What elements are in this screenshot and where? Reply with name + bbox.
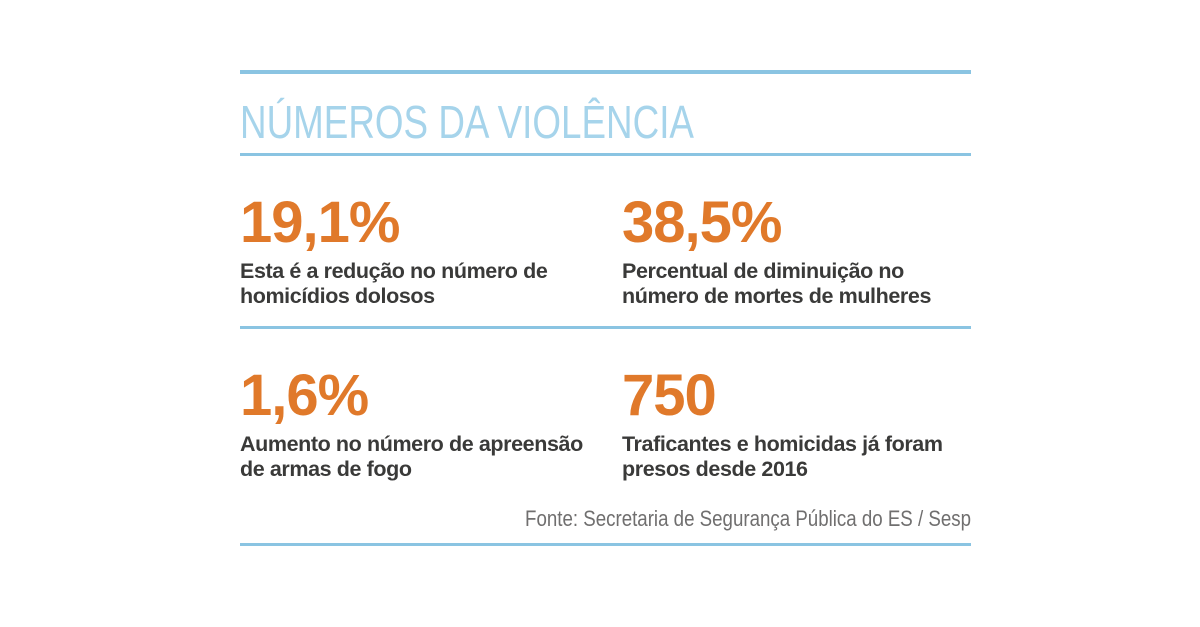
stat-description-line: de armas de fogo (240, 457, 412, 481)
stat-description-line: Esta é a redução no número de (240, 259, 548, 283)
infographic-panel: NÚMEROS DA VIOLÊNCIA 19,1% Esta é a redu… (240, 70, 971, 546)
stat-value-armas-fogo: 1,6% (240, 363, 369, 428)
stat-description-line: Percentual de diminuição no (622, 259, 904, 283)
stat-description-line: número de mortes de mulheres (622, 284, 932, 308)
stat-description-line: Aumento no número de apreensão (240, 432, 583, 456)
stat-presos: 750 Traficantes e homicidas já foram pre… (622, 367, 971, 482)
stat-description-mortes-mulheres: Percentual de diminuição no número de mo… (622, 259, 971, 309)
stat-description-armas-fogo: Aumento no número de apreensão de armas … (240, 432, 622, 482)
stat-description-homicidios: Esta é a redução no número de homicídios… (240, 259, 622, 309)
stat-mortes-mulheres: 38,5% Percentual de diminuição no número… (622, 194, 971, 309)
stat-description-presos: Traficantes e homicidas já foram presos … (622, 432, 971, 482)
middle-divider (240, 326, 971, 329)
stat-description-line: homicídios dolosos (240, 284, 435, 308)
stat-value-mortes-mulheres: 38,5% (622, 190, 782, 255)
infographic-title: NÚMEROS DA VIOLÊNCIA (240, 96, 694, 148)
stats-row-1: 19,1% Esta é a redução no número de homi… (240, 194, 971, 309)
stat-description-line: Traficantes e homicidas já foram (622, 432, 943, 456)
stat-value-presos: 750 (622, 363, 717, 428)
stat-homicidios: 19,1% Esta é a redução no número de homi… (240, 194, 622, 309)
top-divider (240, 70, 971, 74)
stat-description-line: presos desde 2016 (622, 457, 808, 481)
stat-value-homicidios: 19,1% (240, 190, 400, 255)
stats-row-2: 1,6% Aumento no número de apreensão de a… (240, 367, 971, 482)
stat-armas-fogo: 1,6% Aumento no número de apreensão de a… (240, 367, 622, 482)
source-credit: Fonte: Secretaria de Segurança Pública d… (525, 506, 971, 531)
title-underline-divider (240, 153, 971, 156)
bottom-divider (240, 543, 971, 546)
